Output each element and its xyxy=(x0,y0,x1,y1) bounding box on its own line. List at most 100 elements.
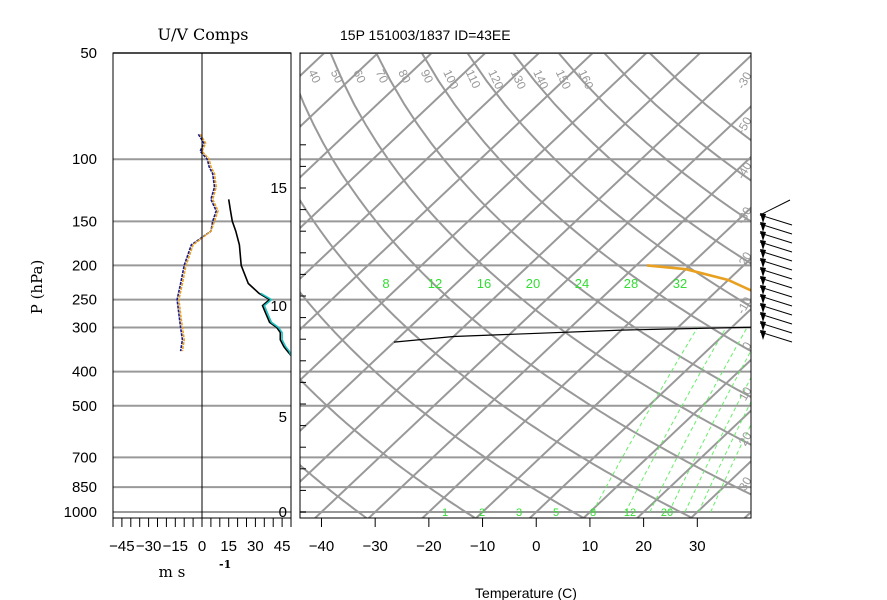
mixing-ratio-label: 8 xyxy=(382,276,389,291)
uv-ylabel: P (hPa) xyxy=(28,260,46,315)
mixing-ratio-line xyxy=(592,327,698,513)
dry-adiabat xyxy=(300,91,751,496)
skewt-mixing-ratio-lines xyxy=(592,327,751,513)
skewt-pressure-gridlines xyxy=(300,53,751,513)
mixing-ratio-line xyxy=(649,327,748,513)
bottom-mixing-label: 2 xyxy=(479,507,485,519)
isotherm xyxy=(300,53,380,128)
pressure-label: 50 xyxy=(80,45,97,62)
pressure-label: 150 xyxy=(72,213,97,230)
dry-adiabat xyxy=(420,53,751,353)
mixing-ratio-line xyxy=(698,400,751,513)
theta-label: 40 xyxy=(305,67,323,85)
pressure-label: 400 xyxy=(72,364,97,381)
uv-xlabel: m s xyxy=(159,563,186,581)
isotherm xyxy=(300,53,702,433)
isotherm xyxy=(313,104,751,518)
wind-barb-shaft xyxy=(759,322,793,334)
wind-barb-shaft xyxy=(759,277,793,289)
skewt-tick-label: 20 xyxy=(635,538,652,555)
mixing-ratio-line xyxy=(625,327,727,513)
theta-label: 60 xyxy=(350,67,368,85)
uv-tick-label: −45 xyxy=(109,538,134,555)
skewt-series-line xyxy=(393,326,751,343)
dry-adiabat xyxy=(300,290,586,518)
mixing-ratio-label: 32 xyxy=(673,276,687,291)
uv-tick-label: 0 xyxy=(198,538,206,555)
isotherm xyxy=(300,54,751,483)
uv-tick-label: 15 xyxy=(220,538,237,555)
uv-series-line xyxy=(260,292,291,356)
skewt-tick-label: 10 xyxy=(582,538,599,555)
wind-barb-shaft xyxy=(759,268,793,280)
theta-label: 120 xyxy=(485,67,506,91)
theta-side-label: 10 xyxy=(736,384,755,403)
bottom-mixing-label: 12 xyxy=(624,507,636,519)
pressure-label: 1000 xyxy=(64,504,97,521)
wind-barb-shaft xyxy=(759,214,793,226)
wind-barb-flag xyxy=(760,249,766,259)
uv-series-line xyxy=(227,199,291,357)
skewt-tick-label: 0 xyxy=(532,538,540,555)
wind-barb-flag xyxy=(760,267,766,277)
height-label: 15 xyxy=(270,180,287,197)
uv-x-ticks: −45 −30 −15 0 15 30 45 xyxy=(109,518,292,555)
wind-barb-shaft xyxy=(759,304,793,316)
height-label: 10 xyxy=(270,298,287,315)
isotherm xyxy=(300,53,434,179)
skewt-panel: 15P 151003/1837 ID=43EE 8 12 16 20 24 28 321 2 3… xyxy=(270,27,887,600)
wind-barb-shaft xyxy=(759,313,793,325)
theta-side-label: -30 xyxy=(734,204,755,226)
isotherm xyxy=(474,257,751,518)
mixing-ratio-line xyxy=(668,349,751,513)
wind-barb-flag xyxy=(760,276,766,286)
mixing-ratio-label: 16 xyxy=(477,276,491,291)
uv-tick-label: 30 xyxy=(247,538,264,555)
skewt-x-ticks: −40 −30 −20 −10 0 10 20 30 xyxy=(309,518,706,555)
skewt-series-line xyxy=(646,264,751,292)
dry-adiabat xyxy=(300,378,477,518)
uv-tick-label: −30 xyxy=(136,538,161,555)
skewt-tick-label: 30 xyxy=(689,538,706,555)
theta-side-label: 30 xyxy=(736,474,755,493)
mixing-ratio-label: 28 xyxy=(624,276,638,291)
pressure-label: 300 xyxy=(72,320,97,337)
bottom-mixing-label: 20 xyxy=(661,507,673,519)
skewt-series-line xyxy=(819,125,887,351)
skewt-series-group xyxy=(393,125,887,351)
theta-label: 90 xyxy=(418,67,436,85)
wind-barb-shaft xyxy=(759,223,793,235)
theta-side-label: -20 xyxy=(734,249,755,271)
mixing-ratio-label: 24 xyxy=(575,276,589,291)
dry-adiabat xyxy=(300,198,695,518)
wind-barb-flag xyxy=(760,285,766,295)
theta-label: 50 xyxy=(328,67,346,85)
wind-barb-flag xyxy=(760,330,766,340)
wind-barb-flag xyxy=(760,321,766,331)
skewt-xlabel: Temperature (C) xyxy=(475,585,577,600)
wind-barb-shaft xyxy=(759,295,793,307)
wind-barb-flag xyxy=(760,231,766,241)
theta-side-label: -30 xyxy=(734,69,755,91)
isotherm xyxy=(300,53,595,331)
skewt-frame xyxy=(299,52,752,519)
wind-barb-flag xyxy=(760,240,766,250)
uv-series-line xyxy=(178,133,219,352)
pressure-label: 850 xyxy=(72,479,97,496)
dry-adiabat xyxy=(648,53,751,142)
wind-barb-shaft xyxy=(759,259,793,271)
pressure-label: 500 xyxy=(72,398,97,415)
wind-barb-shaft xyxy=(759,232,793,244)
wind-barb-shaft xyxy=(759,199,791,216)
theta-label: 80 xyxy=(395,67,413,85)
wind-barb-shaft xyxy=(759,286,793,298)
isotherm xyxy=(582,358,751,518)
bottom-mixing-label: 5 xyxy=(553,507,559,519)
skewt-title: 15P 151003/1837 ID=43EE xyxy=(340,27,511,43)
wind-barbs xyxy=(759,199,793,343)
isotherm xyxy=(300,53,541,281)
theta-label: 70 xyxy=(373,67,391,85)
bottom-mixing-label: 8 xyxy=(590,507,596,519)
theta-side-label: -40 xyxy=(734,159,755,181)
